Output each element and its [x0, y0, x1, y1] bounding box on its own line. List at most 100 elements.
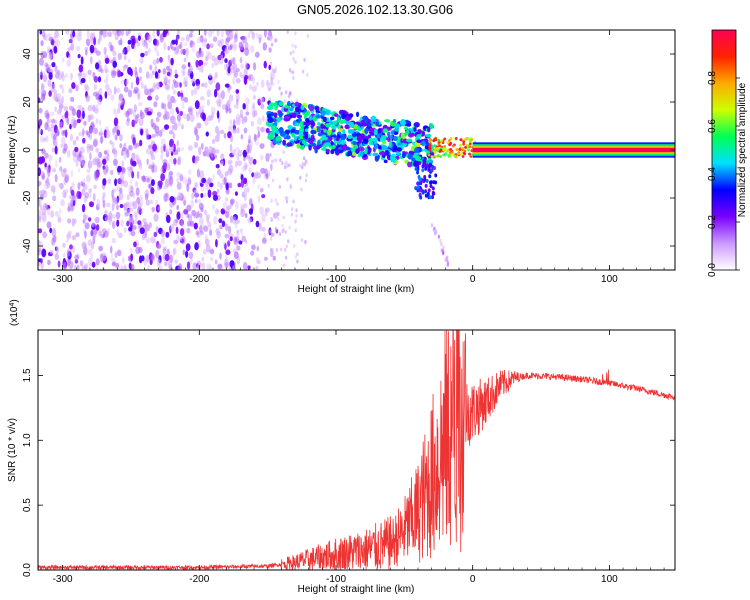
spectrogram-cell: [81, 203, 86, 213]
spectrogram-cell: [292, 49, 295, 54]
spectrogram-cell: [431, 191, 435, 196]
spectrogram-cell: [294, 60, 297, 65]
spectrogram-cell: [283, 105, 290, 109]
spectrogram-cell: [47, 33, 52, 38]
spectrogram-cell: [104, 150, 108, 155]
spectrogram-cell: [271, 159, 274, 164]
spectrogram-cell: [374, 155, 379, 162]
spectrogram-cell: [128, 144, 133, 151]
spectrogram-cell: [215, 163, 220, 169]
spectrogram-cell: [267, 183, 270, 188]
spectrogram-cell: [165, 145, 170, 154]
spectrogram-cell: [229, 30, 234, 40]
spectrogram-cell: [146, 148, 151, 155]
spectrogram-cell: [437, 138, 440, 142]
spectrogram-cell: [419, 195, 423, 200]
spectrogram-cell: [440, 242, 443, 247]
spectrogram-cell: [166, 65, 170, 71]
spectrogram-cell: [62, 262, 67, 270]
spectrogram-cell: [152, 143, 157, 152]
spectrogram-cell: [285, 135, 291, 140]
spectrogram-cell: [157, 206, 161, 211]
spectrogram-cell: [126, 149, 130, 159]
spectrogram-cell: [240, 208, 246, 218]
spectrogram-cell: [407, 153, 413, 160]
snr-x-tick-label: 100: [601, 574, 618, 585]
spectrogram-cell: [340, 133, 346, 140]
spectrogram-cell: [290, 212, 294, 217]
spectrogram-cell: [177, 156, 182, 166]
spectrogram-cell: [225, 37, 231, 42]
spectrogram-cell: [146, 264, 150, 270]
spectrogram-cell: [314, 105, 320, 111]
spectrogram-cell: [48, 51, 53, 60]
spectrogram-cell: [268, 136, 275, 140]
spectrogram-cell: [461, 147, 464, 150]
spectrogram-cell: [40, 93, 46, 102]
spectrogram-cell: [285, 244, 289, 249]
spectrogram-cell: [280, 91, 283, 96]
spectrogram-cell: [281, 223, 284, 228]
spectrogram-cell: [159, 34, 165, 43]
spectrogram-cell: [169, 208, 173, 215]
spectrogram-cell: [146, 177, 151, 183]
spectrogram-cell: [140, 81, 144, 90]
spectrogram-cell: [91, 222, 95, 228]
spectrogram-cell: [85, 94, 91, 103]
spectrogram-cell: [134, 66, 138, 76]
spectrogram-cell: [83, 120, 87, 126]
spectrogram-cell: [229, 215, 233, 223]
spectrogram-cell: [77, 72, 82, 77]
spectrogram-cell: [384, 150, 390, 156]
spectrogram-cell: [77, 104, 83, 111]
spectrogram-x-tick-label: -200: [189, 274, 209, 285]
spectrogram-cell: [125, 30, 129, 35]
spectrogram-cell: [110, 252, 114, 262]
spectrogram-cell: [182, 249, 186, 256]
spectrogram-cell: [303, 162, 307, 167]
spectrogram-cell: [443, 137, 447, 141]
spectrogram-cell: [123, 264, 127, 270]
spectrogram-cell: [181, 146, 185, 152]
spectrogram-cell: [311, 121, 316, 127]
spectrogram-cell: [162, 185, 168, 190]
spectrogram-cell: [404, 159, 408, 164]
spectrogram-cell: [242, 102, 246, 110]
spectrogram-cell: [215, 208, 220, 215]
spectrogram-cell: [373, 128, 378, 136]
spectrogram-cell: [206, 115, 213, 122]
spectrogram-cell: [54, 210, 59, 217]
spectrogram-cell: [66, 237, 69, 244]
spectrogram-cell: [252, 102, 255, 110]
spectrogram-cell: [304, 178, 308, 183]
spectrogram-cell: [85, 174, 91, 183]
spectrogram-cell: [87, 114, 91, 123]
spectrogram-cell: [41, 170, 44, 176]
snr-line: [38, 330, 675, 570]
spectrogram-cell: [84, 262, 89, 269]
spectrogram-cell: [44, 152, 49, 159]
spectrogram-cell: [458, 148, 462, 151]
spectrogram-cell: [154, 199, 159, 206]
spectrogram-cell: [425, 178, 429, 183]
spectrogram-cell: [331, 128, 336, 133]
spectrogram-cell: [431, 186, 435, 191]
spectrogram-cell: [168, 260, 173, 270]
spectrogram-cell: [425, 133, 432, 138]
spectrogram-cell: [91, 261, 96, 268]
spectrogram-cell: [135, 187, 140, 197]
spectrogram-cell: [183, 76, 188, 85]
spectrogram-cell: [259, 143, 265, 149]
spectrogram-cell: [89, 44, 95, 54]
spectrogram-cell: [234, 33, 238, 39]
spectrogram-cell: [60, 199, 65, 207]
spectrogram-cell: [38, 197, 41, 207]
spectrogram-cell: [84, 192, 90, 199]
spectrogram-cell: [216, 169, 222, 176]
spectrogram-cell: [413, 121, 420, 128]
spectrogram-cell: [320, 123, 324, 130]
spectrogram-cell: [238, 43, 244, 51]
spectrogram-cell: [120, 219, 124, 227]
spectrogram-cell: [81, 241, 87, 250]
spectrogram-cell: [229, 233, 234, 238]
